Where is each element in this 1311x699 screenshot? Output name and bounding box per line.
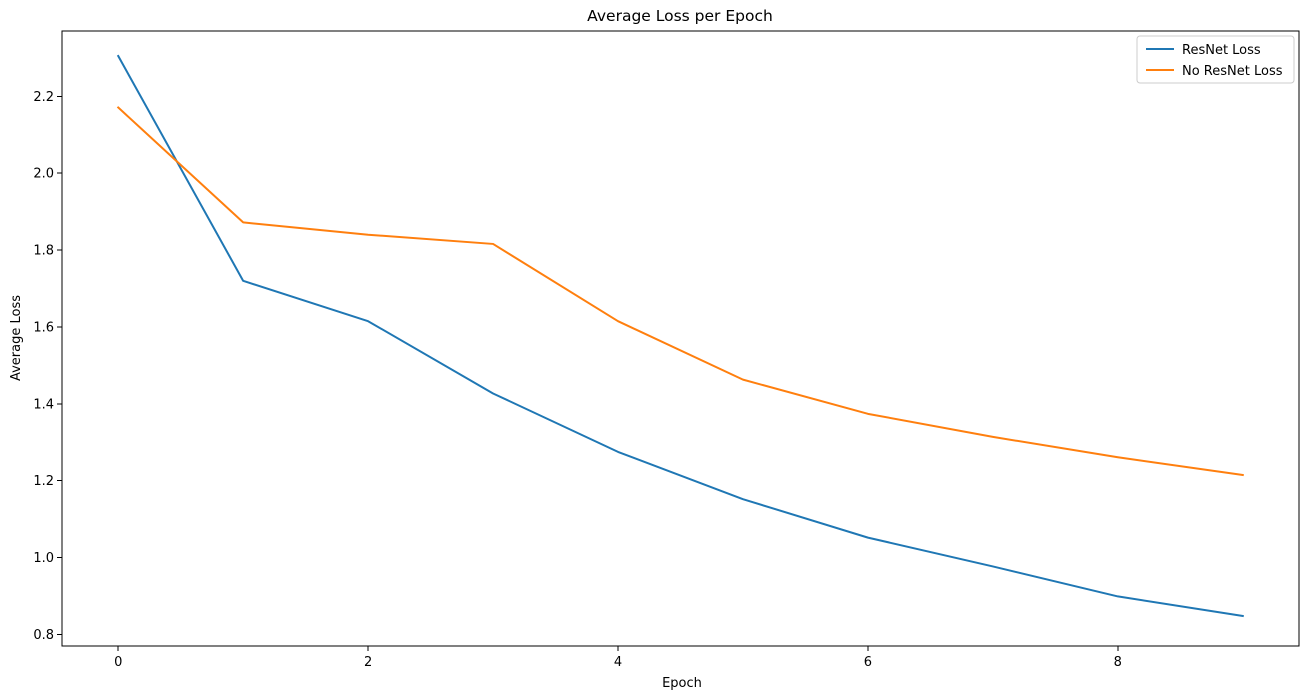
y-tick-label: 1.2: [33, 474, 54, 489]
legend-label-no-resnet-loss: No ResNet Loss: [1182, 64, 1283, 79]
x-tick-label: 0: [114, 655, 122, 670]
y-tick-label: 2.2: [33, 90, 54, 105]
series-line-resnet-loss: [116, 54, 1244, 618]
y-tick-label: 1.8: [33, 244, 54, 259]
y-tick-label: 1.4: [33, 397, 54, 412]
legend-label-resnet-loss: ResNet Loss: [1182, 43, 1261, 58]
y-tick-label: 2.0: [33, 167, 54, 182]
series-line-no-resnet-loss: [116, 106, 1244, 477]
x-tick-label: 8: [1114, 655, 1122, 670]
plot-area: [61, 30, 1300, 647]
y-axis-ticks: 0.8 1.0 1.2 1.4 1.6 1.8 2.0 2.2: [33, 90, 62, 643]
y-tick-label: 0.8: [33, 628, 54, 643]
series-layer: [116, 54, 1244, 618]
plot-frame: [61, 30, 1300, 647]
chart-title: Average Loss per Epoch: [587, 7, 773, 25]
y-tick-label: 1.6: [33, 320, 54, 335]
y-tick-label: 1.0: [33, 551, 54, 566]
legend: ResNet Loss No ResNet Loss: [1136, 35, 1295, 84]
x-tick-label: 2: [364, 655, 372, 670]
x-tick-label: 6: [864, 655, 872, 670]
x-axis-label: Epoch: [662, 676, 702, 691]
x-axis-ticks: 0 2 4 6 8: [114, 646, 1122, 670]
legend-box: [1136, 35, 1295, 84]
x-tick-label: 4: [614, 655, 622, 670]
y-axis-label: Average Loss: [9, 295, 24, 381]
